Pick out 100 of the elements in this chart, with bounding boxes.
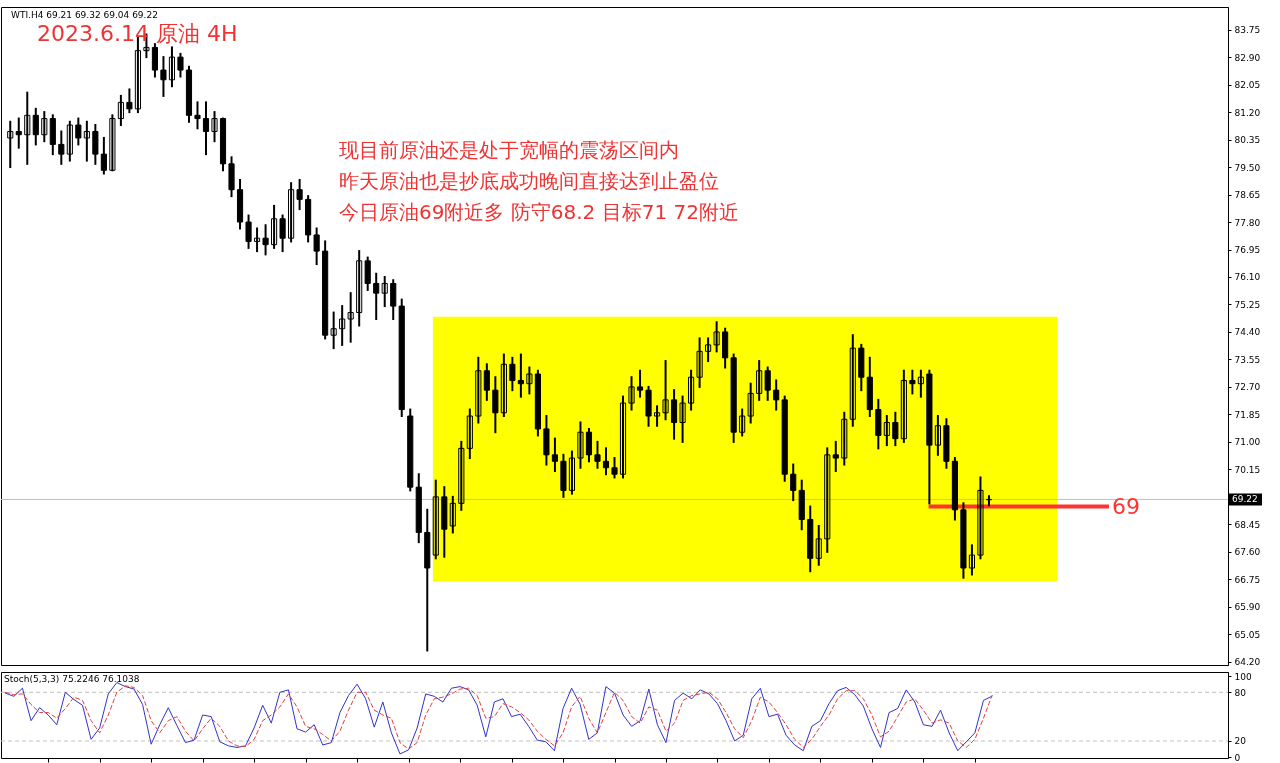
candlestick — [815, 524, 822, 566]
candlestick — [526, 366, 533, 395]
candlestick — [432, 479, 439, 560]
candlestick — [475, 356, 482, 424]
y-tick-label: 83.75 — [1234, 25, 1261, 36]
candlestick — [253, 227, 261, 253]
y-tick-label: 68.45 — [1234, 519, 1261, 530]
candlestick — [32, 107, 39, 146]
candlestick — [466, 408, 473, 460]
candlestick — [151, 43, 159, 78]
candlestick — [824, 447, 831, 553]
candlestick — [202, 101, 210, 156]
y-tick-label: 65.05 — [1234, 629, 1261, 640]
candlestick — [339, 305, 346, 346]
candlestick — [83, 120, 90, 162]
y-tick-label: 76.95 — [1234, 245, 1261, 256]
y-tick-label: 65.90 — [1234, 602, 1261, 613]
chart-title: Stoch(5,3,3) 75.2246 76.1038 — [4, 674, 140, 684]
candlestick — [177, 52, 184, 78]
ref-line-label: 69.22 — [1232, 494, 1258, 505]
candlestick — [517, 353, 524, 398]
candlestick — [356, 250, 363, 327]
candlestick — [739, 408, 746, 437]
candlestick — [679, 395, 686, 443]
candlestick — [347, 292, 354, 343]
candlestick — [568, 450, 576, 495]
candlestick — [696, 337, 703, 388]
ref-line-label: 69 — [1111, 493, 1140, 519]
candlestick — [602, 447, 610, 476]
y-tick-label: 72.70 — [1234, 382, 1261, 393]
candlestick — [7, 120, 14, 169]
candlestick — [500, 353, 507, 418]
annotation: WTI.H4 69.21 69.32 69.04 69.22 — [11, 10, 158, 20]
text: 2023.6.14 原油 4H — [37, 21, 238, 46]
annotation: 昨天原油也是抄底成功晚间直接达到止盈位 — [339, 169, 719, 193]
candlestick — [594, 440, 601, 469]
candlestick — [364, 256, 371, 291]
y-tick-label: 75.25 — [1234, 299, 1261, 310]
y-tick-label: 20 — [1234, 736, 1247, 747]
candlestick — [977, 476, 984, 560]
candlestick — [849, 334, 856, 427]
candlestick — [449, 495, 456, 534]
y-tick-label: 79.50 — [1234, 162, 1261, 173]
y-tick-label: 0 — [1234, 752, 1241, 763]
candlestick — [483, 363, 490, 401]
candlestick — [390, 279, 397, 321]
y-tick-label: 77.80 — [1234, 217, 1261, 228]
candlestick — [262, 224, 269, 256]
candlestick — [688, 369, 695, 411]
candlestick — [66, 120, 73, 162]
candlestick — [577, 421, 584, 469]
candlestick — [832, 440, 839, 472]
y-tick-label: 78.65 — [1234, 190, 1261, 201]
candlestick — [841, 411, 848, 466]
candlestick — [75, 117, 82, 146]
candlestick — [551, 437, 558, 472]
candlestick — [653, 405, 661, 427]
candlestick — [773, 379, 780, 411]
candlestick — [917, 369, 924, 398]
candlestick — [24, 91, 31, 165]
candlestick — [628, 376, 635, 411]
candlestick — [585, 427, 593, 463]
candlestick — [271, 204, 278, 249]
y-tick-label: 81.20 — [1234, 107, 1261, 118]
candlestick — [381, 275, 388, 308]
candlestick — [705, 337, 712, 363]
candlestick — [92, 124, 99, 165]
candlestick — [636, 369, 644, 398]
y-tick-label: 64.20 — [1234, 657, 1261, 668]
y-tick-label: 76.10 — [1234, 272, 1261, 283]
y-tick-label: 70.15 — [1234, 464, 1261, 475]
candlestick — [279, 214, 286, 253]
y-tick-label: 74.40 — [1234, 327, 1261, 338]
candlestick — [458, 440, 465, 511]
candlestick — [313, 227, 320, 266]
candlestick — [790, 463, 797, 502]
candlestick — [764, 366, 771, 401]
candlestick — [41, 111, 48, 143]
y-tick-label: 66.75 — [1234, 574, 1261, 585]
candlestick — [100, 136, 107, 175]
candlestick — [883, 415, 890, 447]
y-tick-label: 71.85 — [1234, 409, 1261, 420]
candlestick — [671, 389, 678, 440]
y-tick-label: 82.90 — [1234, 52, 1261, 63]
candlestick — [611, 457, 618, 479]
candlestick — [373, 272, 380, 321]
candlestick — [934, 415, 941, 456]
candlestick — [126, 88, 133, 114]
candlestick — [892, 411, 899, 447]
annotation: 现目前原油还是处于宽幅的震荡区间内 — [339, 138, 679, 162]
y-tick-label: 67.60 — [1234, 547, 1261, 558]
candlestick — [117, 94, 124, 127]
annotation: 今日原油69附近多 防守68.2 目标71 72附近 — [339, 200, 739, 224]
candlestick — [109, 114, 116, 172]
candlestick — [245, 214, 252, 249]
candlestick — [194, 101, 201, 130]
y-tick-label: 82.05 — [1234, 80, 1261, 91]
candlestick — [900, 369, 907, 443]
y-tick-label: 100 — [1234, 671, 1252, 682]
y-tick-label: 71.00 — [1234, 437, 1261, 448]
